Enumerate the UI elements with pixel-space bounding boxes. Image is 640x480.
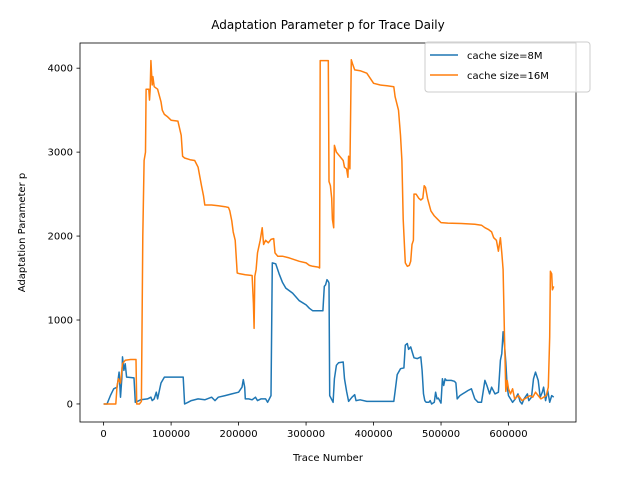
plot-area-frame <box>79 42 577 423</box>
x-tick-label: 600000 <box>489 429 527 440</box>
x-tick-label: 500000 <box>422 429 460 440</box>
y-axis-label: Adaptation Parameter p <box>17 173 28 292</box>
legend: cache size=8M cache size=16M <box>424 41 591 93</box>
x-axis-label: Trace Number <box>292 453 364 464</box>
x-tick-label: 400000 <box>354 429 392 440</box>
x-tick-label: 200000 <box>219 429 257 440</box>
x-tick-label: 0 <box>100 429 106 440</box>
y-tick-label: 1000 <box>48 316 73 327</box>
y-tick-label: 2000 <box>48 232 73 243</box>
x-axis-ticks: 0 100000 200000 300000 400000 500000 600000 <box>100 422 528 440</box>
legend-label: cache size=8M <box>467 51 543 62</box>
legend-label: cache size=16M <box>467 71 549 82</box>
series-layer <box>103 59 555 405</box>
y-tick-label: 4000 <box>48 64 73 75</box>
x-tick-label: 300000 <box>287 429 325 440</box>
y-axis-ticks: 0 1000 2000 3000 4000 <box>48 64 80 410</box>
y-tick-label: 0 <box>67 399 73 410</box>
legend-box <box>424 41 591 93</box>
y-tick-label: 3000 <box>48 148 73 159</box>
x-tick-label: 100000 <box>152 429 190 440</box>
chart-title: Adaptation Parameter p for Trace Daily <box>211 18 444 32</box>
series-line-2 <box>103 59 555 405</box>
series-line-1 <box>103 262 555 405</box>
